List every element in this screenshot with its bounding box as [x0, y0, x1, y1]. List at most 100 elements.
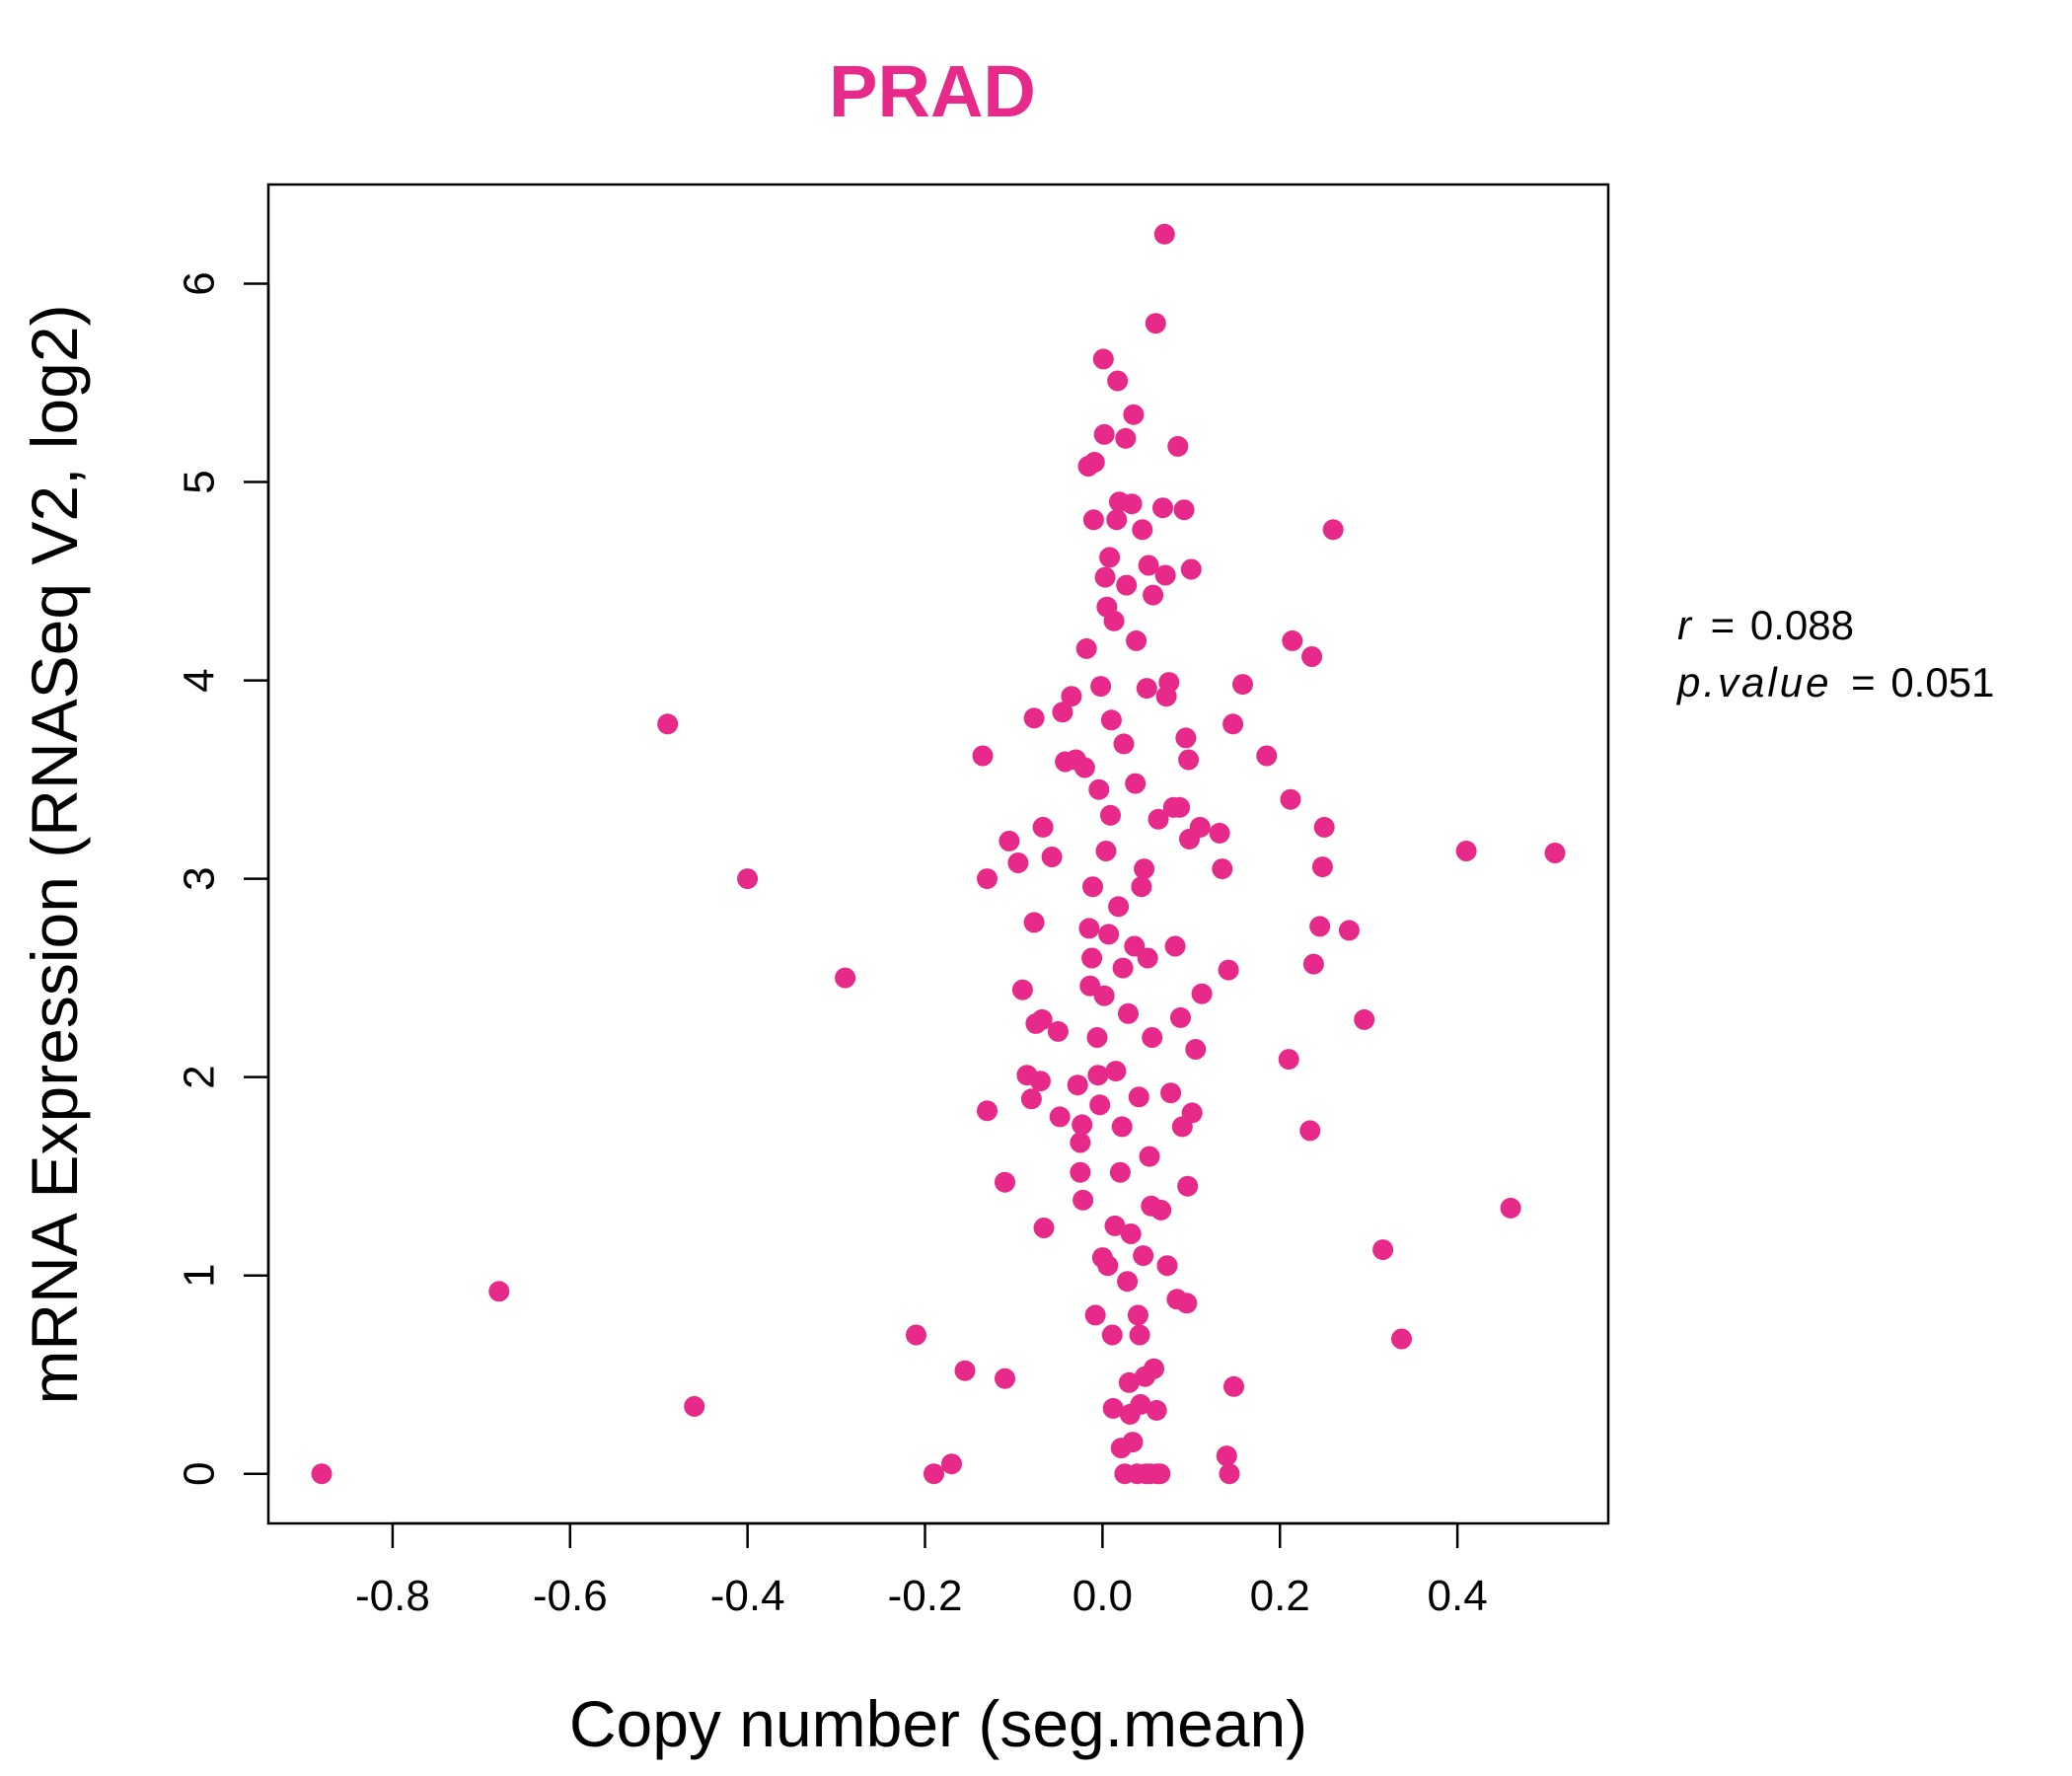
data-point-153	[1256, 745, 1278, 767]
data-point-102	[1134, 858, 1155, 880]
data-point-17	[1011, 979, 1033, 1000]
data-point-162	[1313, 816, 1335, 838]
data-point-46	[1082, 509, 1104, 531]
data-point-48	[1084, 1304, 1106, 1326]
data-point-34	[1067, 1074, 1088, 1096]
data-point-108	[1139, 1146, 1160, 1167]
data-point-5	[835, 967, 856, 989]
data-point-145	[1209, 822, 1230, 844]
data-point-37	[1072, 1114, 1093, 1136]
data-point-154	[1278, 1049, 1299, 1071]
data-point-135	[1175, 727, 1197, 749]
data-point-9	[954, 1360, 976, 1381]
data-point-3	[684, 1395, 705, 1417]
data-point-117	[1147, 808, 1169, 830]
data-point-52	[1089, 1094, 1111, 1116]
data-point-67	[1102, 1397, 1124, 1419]
data-point-42	[1078, 918, 1100, 939]
data-point-126	[1160, 1082, 1182, 1104]
data-point-96	[1128, 1086, 1149, 1108]
data-point-12	[977, 1100, 998, 1122]
data-point-155	[1280, 788, 1301, 810]
data-point-21	[1023, 707, 1045, 729]
data-point-16	[1007, 852, 1029, 873]
data-point-69	[1104, 1215, 1126, 1236]
data-point-65	[1100, 709, 1122, 731]
data-point-10	[972, 745, 994, 767]
data-point-105	[1136, 678, 1157, 700]
r-label: r	[1677, 602, 1693, 648]
data-point-0	[311, 1463, 333, 1485]
x-tick-label: 0.0	[1073, 1572, 1133, 1620]
data-point-70	[1105, 1061, 1127, 1082]
r-value: 0.088	[1750, 602, 1854, 648]
x-tick-label: -0.2	[888, 1572, 963, 1620]
data-point-152	[1232, 674, 1253, 696]
data-point-47	[1083, 452, 1105, 473]
data-point-107	[1138, 555, 1159, 576]
y-tick-label: 0	[176, 1461, 224, 1485]
data-point-156	[1282, 629, 1303, 651]
x-axis: -0.8 -0.6 -0.4 -0.2 0.0 0.2 0.4	[355, 1521, 1488, 1620]
x-tick-label: -0.6	[533, 1572, 608, 1620]
y-tick-label: 6	[176, 271, 224, 295]
data-point-92	[1125, 773, 1147, 794]
data-point-15	[999, 830, 1020, 851]
data-point-35	[1070, 1132, 1091, 1153]
data-point-63	[1099, 547, 1121, 568]
data-point-73	[1108, 896, 1130, 918]
data-point-56	[1093, 423, 1115, 445]
y-tick-label: 1	[176, 1263, 224, 1287]
data-point-26	[1033, 1218, 1055, 1238]
data-point-132	[1170, 1006, 1191, 1028]
data-point-82	[1116, 574, 1138, 596]
data-point-150	[1222, 713, 1244, 735]
data-point-161	[1311, 856, 1333, 878]
data-point-68	[1103, 610, 1125, 631]
data-point-30	[1052, 702, 1073, 723]
y-axis: 0 1 2 3 4 5 6	[176, 271, 270, 1486]
data-point-28	[1047, 1020, 1069, 1042]
data-point-97	[1129, 1324, 1150, 1346]
data-point-55	[1092, 348, 1114, 370]
p-equals: =	[1851, 659, 1876, 705]
data-point-2	[657, 713, 679, 735]
data-point-115	[1146, 1399, 1167, 1421]
data-point-157	[1299, 1120, 1321, 1142]
svg-text:r = 0.088: r = 0.088	[1677, 602, 1854, 648]
x-tick-label: -0.8	[355, 1572, 430, 1620]
data-point-84	[1118, 1002, 1139, 1024]
y-axis-title: mRNA Expression (RNASeq V2, log2)	[18, 304, 91, 1404]
data-point-138	[1178, 749, 1200, 771]
data-point-6	[906, 1324, 926, 1346]
data-point-99	[1131, 876, 1152, 898]
data-point-164	[1338, 920, 1360, 941]
data-point-75	[1109, 1161, 1131, 1183]
data-point-78	[1112, 957, 1134, 979]
data-point-101	[1133, 1245, 1154, 1267]
data-point-50	[1087, 1065, 1109, 1086]
data-point-160	[1309, 916, 1331, 937]
data-point-90	[1123, 404, 1145, 425]
data-point-66	[1101, 1324, 1123, 1346]
data-point-93	[1126, 629, 1147, 651]
x-tick-label: 0.2	[1250, 1572, 1310, 1620]
data-point-71	[1106, 509, 1128, 531]
chart-title: PRAD	[829, 50, 1036, 132]
data-point-113	[1144, 1358, 1164, 1379]
data-point-159	[1302, 953, 1324, 975]
data-point-11	[977, 868, 998, 890]
x-tick-label: -0.4	[710, 1572, 785, 1620]
data-point-141	[1181, 1102, 1203, 1124]
data-point-111	[1142, 1027, 1163, 1048]
data-point-29	[1049, 1106, 1071, 1128]
data-point-158	[1301, 646, 1323, 667]
data-point-59	[1095, 841, 1117, 861]
data-point-134	[1173, 499, 1195, 521]
data-point-143	[1189, 816, 1211, 838]
data-point-81	[1115, 427, 1137, 449]
svg-text:p.value = 0.051: p.value = 0.051	[1675, 659, 1994, 705]
data-point-14	[995, 1171, 1015, 1193]
data-point-88	[1121, 493, 1143, 515]
data-point-51	[1088, 778, 1110, 800]
